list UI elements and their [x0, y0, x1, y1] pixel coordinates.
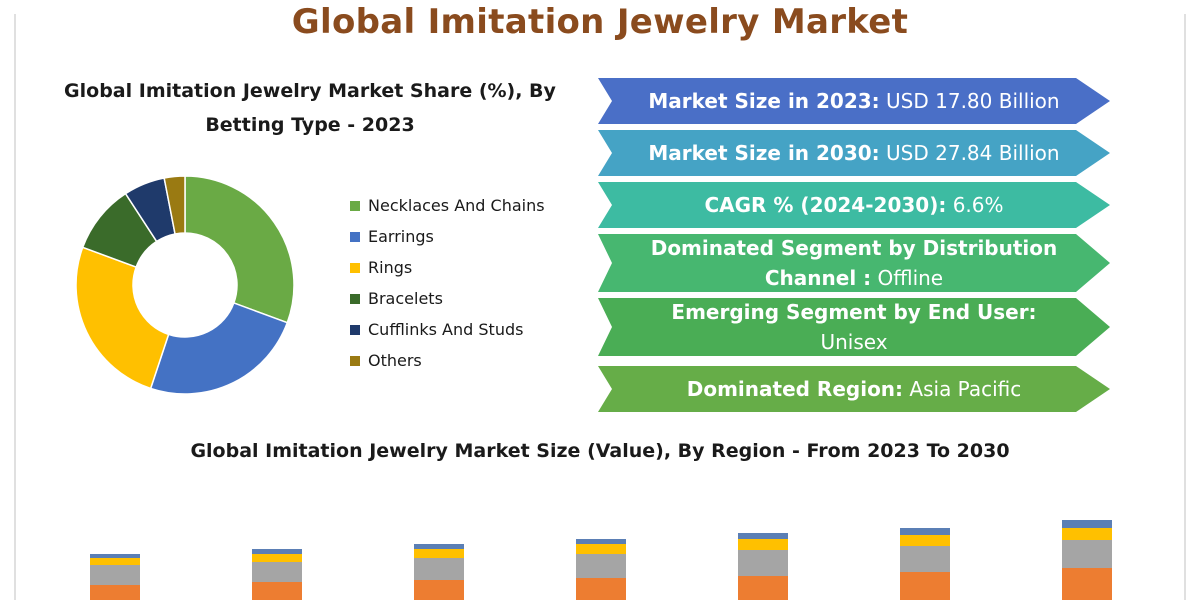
bar-2028-segment-1 [900, 572, 950, 600]
legend-label: Rings [368, 258, 413, 277]
highlight-value: Asia Pacific [903, 377, 1022, 401]
highlight-value: Offline [871, 266, 944, 290]
bar-2023-segment-3 [90, 558, 140, 565]
legend-item-necklaces-and-chains: Necklaces And Chains [350, 190, 545, 221]
highlight-label: Dominated Segment by Distribution Channe… [650, 236, 1058, 290]
highlight-cagr-2024-2030: CAGR % (2024-2030): 6.6% [598, 182, 1110, 228]
highlight-dominated-region: Dominated Region: Asia Pacific [598, 366, 1110, 412]
bar-2027-segment-4 [738, 533, 788, 539]
donut-legend: Necklaces And Chains Earrings Rings Bracele… [350, 190, 545, 376]
legend-swatch [350, 262, 360, 273]
bar-2028-segment-3 [900, 535, 950, 546]
bar-2025-segment-4 [414, 544, 464, 549]
legend-label: Necklaces And Chains [368, 196, 545, 215]
bar-2023-segment-1 [90, 585, 140, 600]
bar-2029-segment-4 [1062, 520, 1112, 528]
highlight-emerging-segment-by-end-user: Emerging Segment by End User: Unisex [598, 298, 1110, 356]
highlight-market-size-in-2023: Market Size in 2023: USD 17.80 Billion [598, 78, 1110, 124]
bar-2026-segment-1 [576, 578, 626, 600]
highlight-value: USD 17.80 Billion [879, 89, 1060, 113]
highlight-value: USD 27.84 Billion [879, 141, 1060, 165]
bar-2029-segment-1 [1062, 568, 1112, 600]
highlight-label: Dominated Region: [686, 377, 904, 401]
bar-2024-segment-2 [252, 562, 302, 582]
legend-label: Bracelets [368, 289, 443, 308]
highlight-value: 6.6% [946, 193, 1004, 217]
donut-slice-others [163, 175, 186, 235]
bar-2023-segment-2 [90, 565, 140, 585]
legend-swatch [350, 293, 360, 304]
highlight-dominated-segment-by-distribution-channel: Dominated Segment by Distribution Channe… [598, 234, 1110, 292]
bar-2027-segment-3 [738, 539, 788, 550]
bar-2027-segment-2 [738, 550, 788, 576]
legend-swatch [350, 231, 360, 242]
left-frame-line [14, 14, 16, 600]
legend-swatch [350, 324, 360, 335]
bar-chart-title: Global Imitation Jewelry Market Size (Va… [190, 440, 1010, 462]
bar-2025-segment-1 [414, 580, 464, 600]
highlight-label: Emerging Segment by End User: [671, 300, 1037, 324]
legend-item-others: Others [350, 345, 545, 376]
highlight-market-size-in-2030: Market Size in 2030: USD 27.84 Billion [598, 130, 1110, 176]
bar-2028-segment-2 [900, 546, 950, 572]
bar-2026-segment-4 [576, 539, 626, 544]
bar-2029-segment-3 [1062, 528, 1112, 540]
donut-chart [75, 175, 295, 395]
legend-swatch [350, 200, 360, 211]
donut-slice-necklaces-and-chains [184, 175, 295, 324]
bar-chart [90, 520, 1112, 600]
bar-2027-segment-1 [738, 576, 788, 600]
bar-2025-segment-3 [414, 549, 464, 558]
donut-slice-earrings [149, 301, 289, 395]
bar-2025-segment-2 [414, 558, 464, 580]
highlight-label: Market Size in 2030: [648, 141, 880, 165]
page-title: Global Imitation Jewelry Market [291, 2, 909, 42]
bar-2028-segment-4 [900, 528, 950, 535]
legend-item-earrings: Earrings [350, 221, 545, 252]
bar-2024-segment-1 [252, 582, 302, 600]
highlight-value: Unisex [820, 330, 888, 354]
legend-label: Earrings [368, 227, 434, 246]
bar-2023-segment-4 [90, 554, 140, 558]
legend-item-rings: Rings [350, 252, 545, 283]
bar-2024-segment-4 [252, 549, 302, 554]
highlight-label: CAGR % (2024-2030): [704, 193, 947, 217]
donut-slice-rings [75, 246, 170, 390]
highlight-label: Market Size in 2023: [648, 89, 880, 113]
bar-2026-segment-2 [576, 554, 626, 578]
bar-2029-segment-2 [1062, 540, 1112, 568]
bar-2026-segment-3 [576, 544, 626, 554]
bar-2024-segment-3 [252, 554, 302, 562]
right-frame-line [1184, 14, 1186, 600]
legend-label: Others [368, 351, 422, 370]
legend-item-bracelets: Bracelets [350, 283, 545, 314]
legend-item-cufflinks-and-studs: Cufflinks And Studs [350, 314, 545, 345]
donut-chart-title: Global Imitation Jewelry Market Share (%… [64, 80, 556, 136]
legend-swatch [350, 355, 360, 366]
legend-label: Cufflinks And Studs [368, 320, 524, 339]
